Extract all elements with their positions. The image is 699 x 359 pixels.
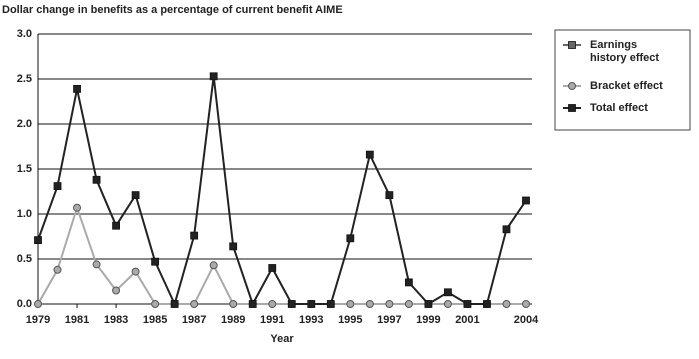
point	[502, 225, 511, 234]
point	[229, 300, 238, 308]
point	[229, 242, 238, 251]
x-tick-label: 1981	[65, 314, 89, 326]
x-tick-label: 1991	[260, 314, 284, 326]
x-tick-label: 1995	[338, 314, 362, 326]
point	[287, 300, 296, 308]
legend-marker	[568, 82, 576, 90]
x-tick-label: 1979	[26, 314, 50, 326]
point	[326, 300, 335, 308]
chart-title: Dollar change in benefits as a percentag…	[2, 4, 343, 16]
point	[268, 264, 277, 272]
x-axis-label: Year	[270, 333, 294, 345]
point	[522, 300, 530, 308]
point	[346, 234, 355, 243]
point	[424, 300, 433, 308]
point	[385, 300, 394, 308]
point	[365, 150, 374, 159]
point	[73, 203, 82, 212]
point	[483, 300, 491, 308]
point	[131, 267, 140, 276]
point	[112, 286, 121, 295]
x-tick-label: 2001	[455, 314, 479, 326]
point	[151, 300, 160, 308]
point	[53, 265, 62, 274]
point	[443, 300, 452, 308]
point	[404, 300, 413, 308]
legend-marker	[568, 104, 576, 112]
point	[248, 300, 257, 308]
x-tick-label: 1997	[377, 314, 401, 326]
point	[522, 196, 530, 205]
x-tick-label: 1993	[299, 314, 323, 326]
point	[73, 85, 81, 93]
point	[170, 300, 179, 308]
point	[190, 300, 199, 308]
x-tick-label: 1987	[182, 314, 206, 326]
y-tick-label: 0.0	[17, 298, 32, 310]
point	[385, 191, 394, 200]
point	[268, 300, 277, 308]
y-tick-label: 1.5	[17, 163, 32, 175]
x-tick-label: 2004	[514, 314, 539, 326]
point	[112, 221, 120, 230]
series-line	[37, 76, 527, 307]
point	[463, 300, 472, 308]
point	[346, 300, 355, 308]
point	[444, 288, 452, 297]
point	[209, 72, 218, 81]
legend-label: Bracket effect	[590, 80, 663, 92]
point	[502, 300, 511, 308]
x-tick-label: 1985	[143, 314, 167, 326]
y-tick-label: 2.0	[17, 118, 32, 130]
x-tick-label: 1983	[104, 314, 128, 326]
point	[92, 175, 101, 184]
point	[404, 278, 413, 287]
point	[34, 236, 42, 245]
point	[53, 182, 62, 191]
point	[365, 300, 374, 308]
y-tick-label: 3.0	[17, 28, 32, 40]
y-tick-label: 0.5	[17, 253, 32, 265]
legend-label-display: Earnings	[590, 39, 637, 51]
y-tick-label: 1.0	[17, 208, 32, 220]
legend-label-display: history effect	[590, 52, 659, 64]
legend-label: Total effect	[590, 102, 648, 114]
legend-marker	[568, 41, 576, 49]
point	[34, 300, 42, 308]
x-tick-label: 1989	[221, 314, 245, 326]
y-tick-label: 2.5	[17, 73, 32, 85]
point	[190, 231, 199, 240]
point	[209, 261, 218, 270]
point	[131, 191, 140, 200]
x-tick-label: 1999	[416, 314, 440, 326]
point	[92, 260, 101, 269]
point	[307, 300, 316, 308]
series-line	[37, 204, 526, 305]
point	[151, 257, 160, 266]
legend-box	[554, 29, 691, 131]
